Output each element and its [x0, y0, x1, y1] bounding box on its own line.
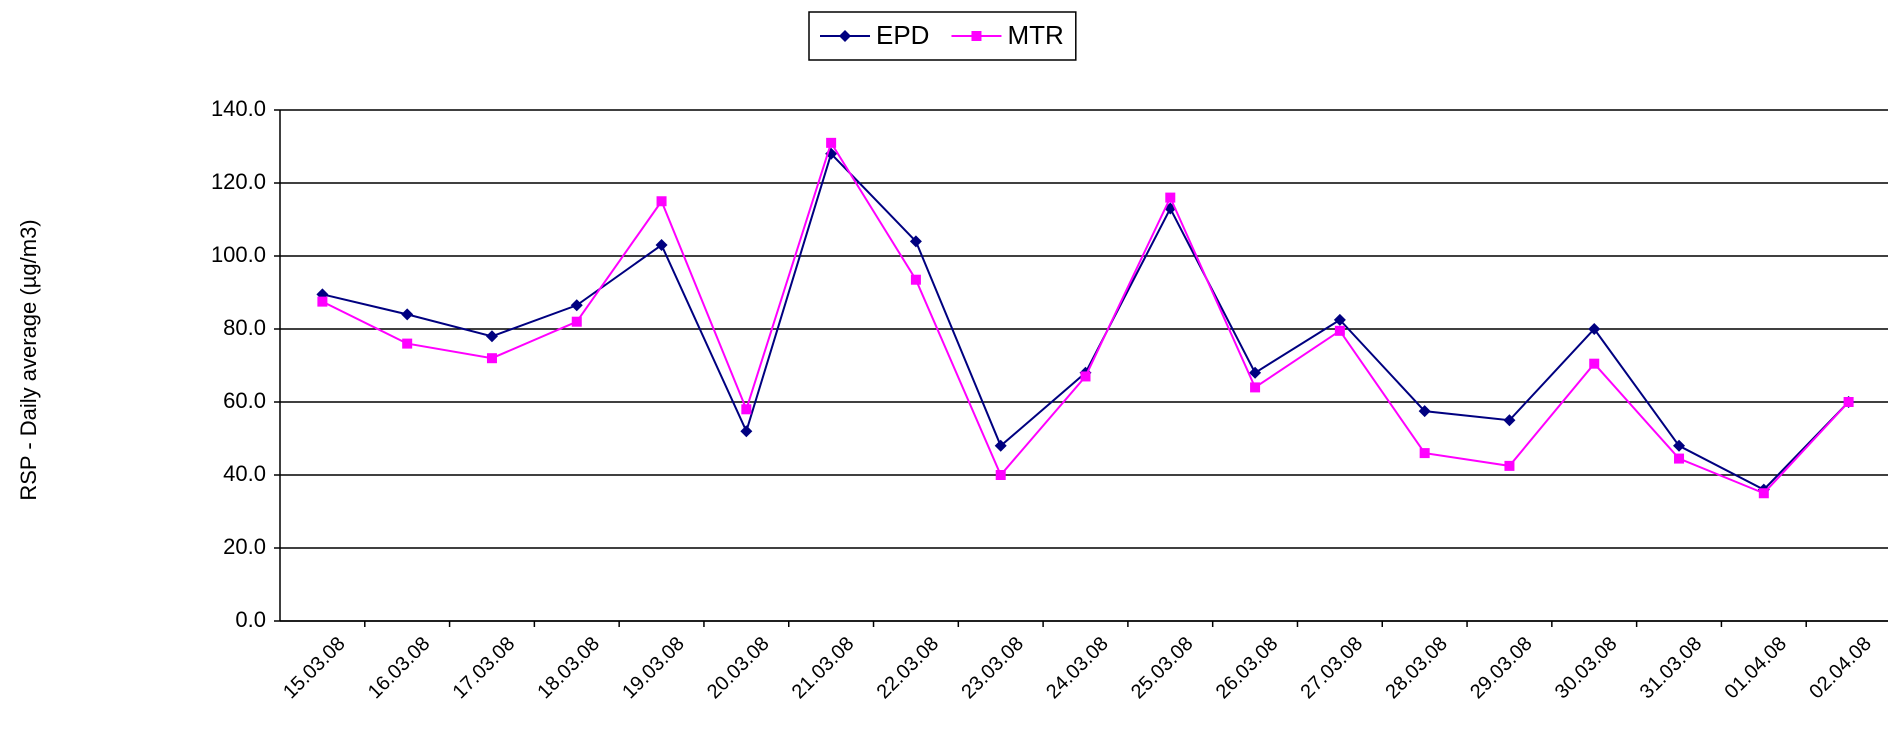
y-tick-label: 100.0 [211, 242, 266, 267]
x-tick-label: 02.04.08 [1805, 633, 1876, 704]
legend-marker [971, 31, 982, 41]
x-tick-label: 19.03.08 [618, 633, 689, 704]
point [1419, 448, 1430, 459]
x-tick-label: 16.03.08 [364, 633, 435, 704]
y-tick-label: 0.0 [235, 607, 266, 632]
point [1673, 439, 1686, 452]
x-tick-label: 22.03.08 [873, 633, 944, 704]
point [317, 296, 328, 307]
point [1249, 366, 1262, 379]
point [1250, 382, 1261, 393]
point [1843, 397, 1854, 407]
point [1334, 325, 1345, 336]
point [571, 316, 582, 327]
x-tick-label: 26.03.08 [1212, 633, 1283, 704]
x-tick-label: 30.03.08 [1551, 633, 1622, 704]
point [655, 239, 668, 252]
legend-label: EPD [876, 20, 929, 50]
point [995, 470, 1006, 480]
point [1504, 460, 1515, 471]
point [1758, 488, 1769, 499]
x-tick-label: 25.03.08 [1127, 633, 1198, 704]
point [402, 338, 413, 349]
x-tick-label: 28.03.08 [1381, 633, 1452, 704]
y-axis-label: RSP - Daily average (µg/m3) [16, 219, 41, 500]
point [741, 404, 752, 415]
y-tick-label: 60.0 [223, 388, 266, 413]
point [401, 308, 414, 321]
point [994, 439, 1007, 452]
y-tick-label: 140.0 [211, 96, 266, 121]
x-tick-label: 31.03.08 [1636, 633, 1707, 704]
point [1503, 414, 1516, 427]
x-tick-label: 20.03.08 [703, 633, 774, 704]
x-tick-label: 17.03.08 [449, 633, 520, 704]
point [1333, 313, 1346, 326]
x-tick-label: 21.03.08 [788, 633, 859, 704]
point [570, 299, 583, 312]
x-tick-label: 24.03.08 [1042, 633, 1113, 704]
point [909, 235, 922, 248]
y-tick-label: 20.0 [223, 534, 266, 559]
point [1418, 405, 1431, 418]
point [486, 353, 497, 364]
point [1080, 371, 1091, 382]
x-tick-label: 15.03.08 [279, 633, 350, 704]
x-tick-label: 18.03.08 [533, 633, 604, 704]
y-tick-label: 80.0 [223, 315, 266, 340]
point [910, 274, 921, 285]
x-tick-label: 29.03.08 [1466, 633, 1537, 704]
legend-label: MTR [1007, 20, 1063, 50]
point [656, 196, 667, 207]
point [826, 137, 837, 148]
series-line [322, 151, 1850, 491]
point [740, 425, 753, 438]
point [1165, 192, 1176, 203]
point [485, 330, 498, 343]
point [1588, 323, 1601, 335]
point [1674, 453, 1685, 464]
point [1589, 358, 1600, 369]
legend: EPD MTR [808, 11, 1077, 61]
x-tick-label: 27.03.08 [1297, 633, 1368, 704]
x-tick-label: 01.04.08 [1720, 633, 1791, 704]
y-tick-label: 120.0 [211, 169, 266, 194]
y-tick-label: 40.0 [223, 461, 266, 486]
series-line [321, 140, 1850, 495]
legend-marker [839, 30, 851, 42]
x-tick-label: 23.03.08 [957, 633, 1028, 704]
